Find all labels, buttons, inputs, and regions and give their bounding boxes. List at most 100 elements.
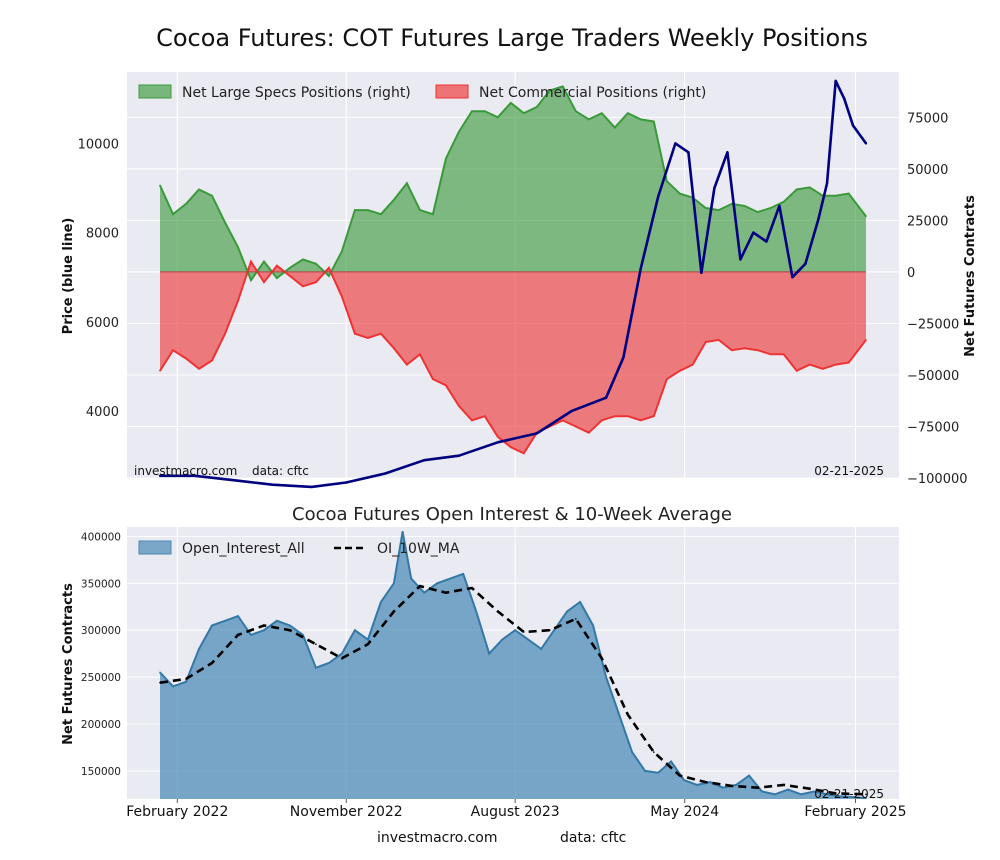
left-tick-label: 8000 (86, 227, 119, 242)
open-interest-point (172, 685, 174, 688)
commercial-point (510, 446, 512, 448)
bottom-tick-label: 400000 (81, 531, 121, 543)
price-point (825, 182, 829, 185)
price-point (310, 485, 313, 489)
specs-point (211, 194, 213, 197)
x-tick-label: August 2023 (471, 804, 560, 820)
oi-10w-ma-point (289, 629, 291, 631)
oi-10w-ma-point (865, 793, 867, 796)
oi-10w-ma-point (315, 643, 317, 645)
bottom-tick-label: 200000 (81, 719, 121, 731)
specs-point (328, 275, 330, 277)
commercial-point (276, 264, 278, 267)
price-point (804, 262, 807, 265)
specs-point (601, 112, 603, 114)
open-interest-point (852, 796, 854, 798)
commercial-point (523, 452, 525, 455)
specs-point (445, 157, 447, 160)
oi-10w-ma-point (834, 792, 837, 795)
right-tick-label: −75000 (907, 420, 959, 435)
commercial-point (198, 368, 200, 370)
open-interest-point (865, 797, 867, 799)
open-interest-point (289, 624, 291, 627)
specs-point (640, 118, 642, 121)
oi-10w-ma-point (575, 618, 577, 620)
commercial-point (237, 300, 239, 302)
commercial-point (704, 341, 707, 343)
open-interest-point (315, 666, 317, 669)
bottom-y-axis-label: Net Futures Contracts (61, 583, 76, 745)
specs-point (769, 207, 772, 209)
specs-point (302, 258, 304, 261)
open-interest-point (475, 610, 478, 613)
specs-point (419, 209, 421, 211)
open-interest-point (185, 681, 187, 683)
open-interest-point (250, 634, 252, 636)
top-left-ticks: 4000 6000 8000 10000 (78, 137, 119, 420)
x-ticks: February 2022 November 2022 August 2023 May… (126, 799, 907, 820)
price-point (674, 142, 677, 145)
commercial-point (666, 378, 668, 380)
price-point (843, 97, 846, 101)
specs-point (523, 112, 525, 114)
price-point (687, 151, 690, 154)
price-point (791, 276, 794, 279)
commercial-point (653, 415, 655, 418)
bottom-tick-label: 300000 (81, 625, 121, 637)
specs-point (717, 209, 720, 211)
open-interest-point (761, 790, 763, 793)
specs-point (627, 112, 629, 114)
bottom-tick-label: 350000 (81, 578, 121, 590)
specs-point (588, 118, 590, 121)
commercial-point (795, 370, 798, 372)
legend-label-commercial: Net Commercial Positions (right) (479, 85, 706, 101)
bottom-tick-label: 150000 (81, 766, 121, 778)
oi-10w-ma-point (730, 785, 733, 787)
open-interest-point (722, 786, 724, 789)
open-interest-point (579, 601, 581, 603)
top-right-axis-label: Net Futures Contracts (963, 195, 978, 357)
open-interest-point (618, 713, 620, 716)
specs-point (847, 192, 850, 195)
commercial-point (406, 363, 408, 366)
commercial-point (601, 419, 603, 422)
commercial-point (445, 384, 447, 387)
open-interest-point (605, 676, 607, 678)
open-interest-point (401, 530, 404, 533)
oi-10w-ma-point (263, 624, 265, 627)
specs-point (536, 106, 538, 108)
oi-10w-ma-point (601, 657, 603, 660)
specs-point (172, 213, 174, 215)
footer-data: data: cftc (560, 830, 626, 846)
price-point (457, 454, 461, 457)
bottom-date-stamp: 02-21-2025 (814, 787, 884, 801)
top-date-stamp: 02-21-2025 (814, 464, 884, 478)
price-point (604, 396, 608, 399)
specs-point (289, 267, 291, 269)
open-interest-point (527, 638, 529, 641)
commercial-point (743, 347, 746, 350)
oi-10w-ma-point (679, 774, 681, 777)
oi-10w-ma-point (704, 781, 707, 783)
x-tick-label: February 2025 (804, 804, 906, 820)
open-interest-point (735, 784, 737, 786)
specs-point (834, 194, 837, 197)
oi-10w-ma-point (211, 662, 213, 664)
x-tick-label: February 2022 (126, 804, 228, 820)
commercial-point (834, 363, 837, 366)
open-interest-point (501, 638, 504, 641)
open-interest-point (380, 601, 382, 603)
commercial-point (614, 415, 616, 418)
legend-label-ma: OI_10W_MA (377, 541, 460, 557)
open-interest-point (631, 751, 633, 753)
legend-label-specs: Net Large Specs Positions (right) (182, 85, 411, 101)
open-interest-point (198, 648, 200, 650)
top-right-ticks: −100000 −75000 −50000 −25000 0 25000 50000 7500… (907, 111, 968, 487)
top-panel: 4000 6000 8000 10000 −100000 −75000 −50000 −25… (61, 72, 978, 489)
specs-point (341, 250, 343, 253)
open-interest-point (566, 610, 568, 613)
open-interest-point (393, 582, 395, 585)
price-point (570, 409, 573, 413)
oi-10w-ma-point (782, 784, 785, 786)
commercial-point (250, 260, 252, 263)
